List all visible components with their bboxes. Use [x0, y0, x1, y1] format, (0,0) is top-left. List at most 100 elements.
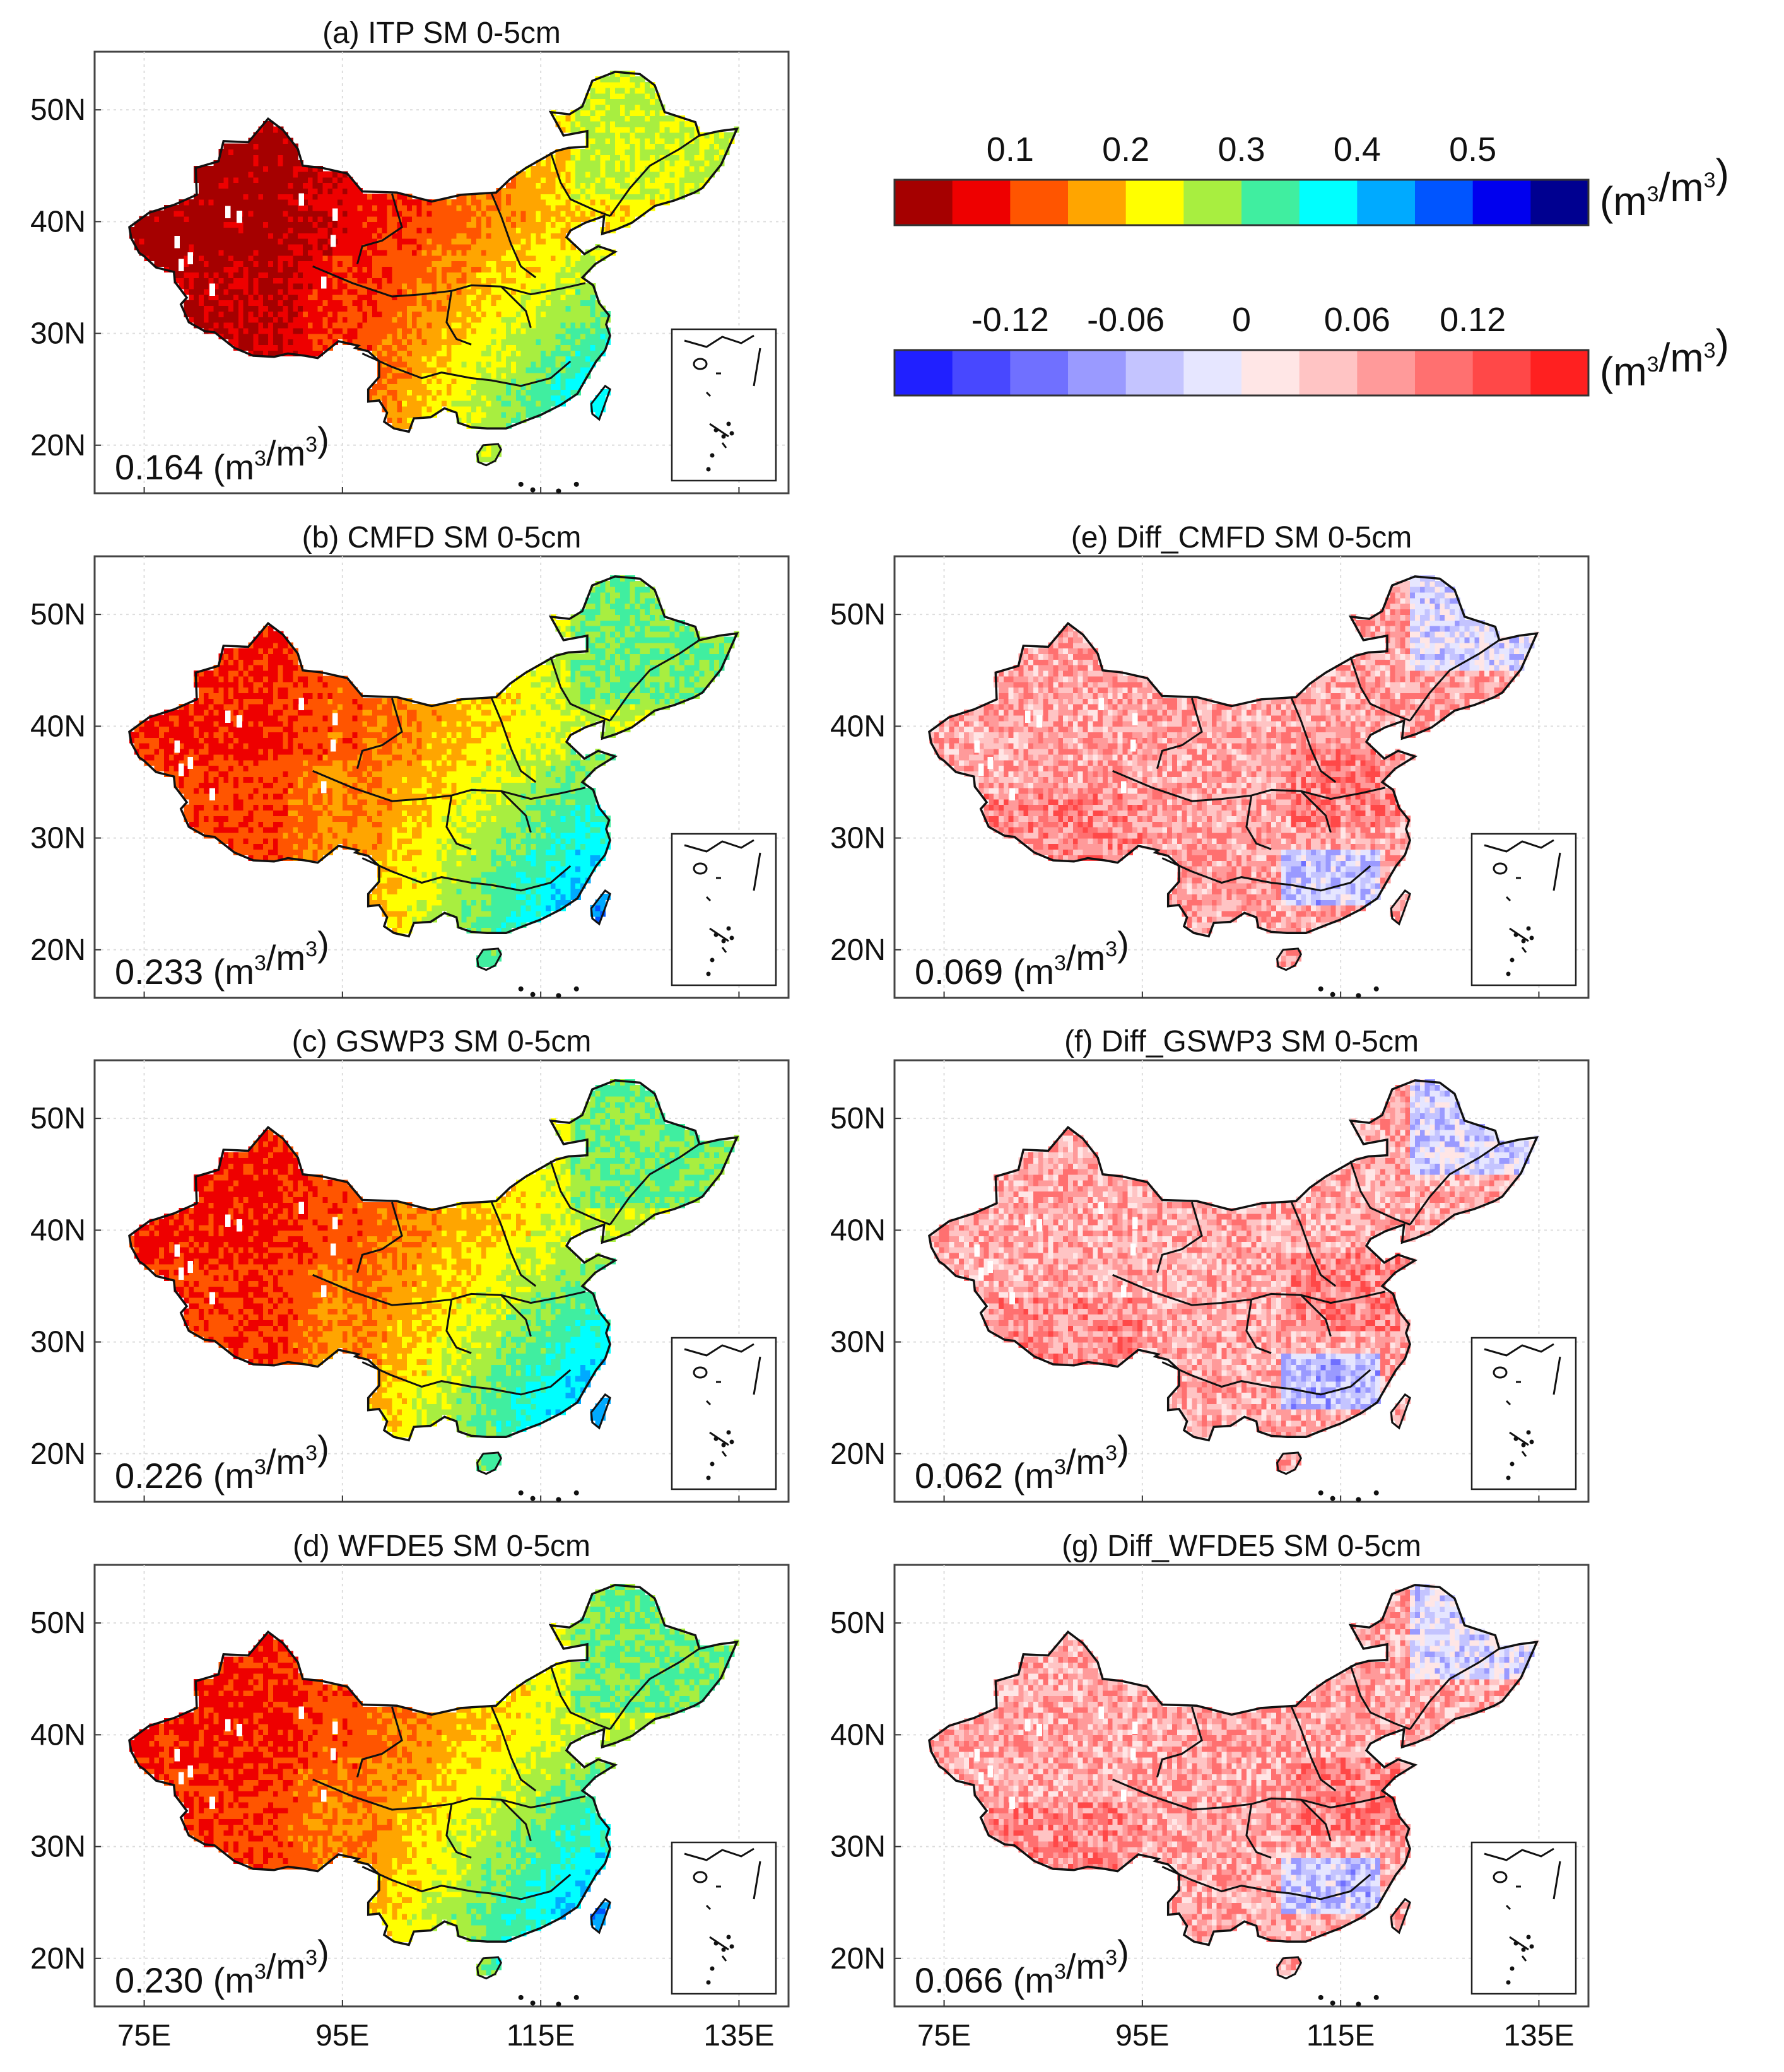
grid-cell — [348, 289, 353, 295]
grid-cell — [417, 278, 423, 284]
grid-cell — [575, 328, 581, 334]
grid-cell — [249, 272, 254, 278]
grid-cell — [204, 300, 209, 306]
grid-cell — [244, 272, 249, 278]
grid-cell — [293, 305, 298, 312]
grid-cell — [491, 373, 497, 379]
grid-cell — [565, 328, 571, 334]
grid-cell — [397, 317, 402, 323]
grid-cell — [521, 395, 527, 401]
grid-cell — [426, 278, 432, 284]
grid-cell — [585, 334, 591, 340]
grid-cell — [516, 278, 522, 284]
grid-cell — [551, 322, 556, 329]
grid-cell — [457, 305, 462, 312]
grid-cell — [476, 361, 482, 368]
grid-cell — [551, 361, 556, 368]
grid-cell — [506, 350, 512, 356]
grid-cell — [258, 283, 264, 290]
grid-cell — [397, 378, 402, 384]
grid-cell — [382, 383, 388, 390]
grid-cell — [218, 300, 224, 306]
grid-cell — [288, 295, 293, 301]
grid-cell — [585, 295, 591, 301]
grid-cell — [268, 289, 274, 295]
grid-cell — [546, 367, 551, 373]
grid-cell — [437, 328, 442, 334]
grid-cell — [461, 412, 467, 418]
grid-cell — [556, 328, 561, 334]
grid-cell — [491, 328, 497, 334]
grid-cell — [249, 328, 254, 334]
grid-cell — [506, 373, 512, 379]
grid-cell — [565, 289, 571, 295]
grid-cell — [556, 317, 561, 323]
grid-cell — [501, 317, 507, 323]
grid-cell — [407, 317, 413, 323]
grid-cell — [258, 328, 264, 334]
grid-cell — [253, 295, 259, 301]
grid-cell — [392, 389, 397, 395]
grid-cell — [501, 300, 507, 306]
grid-cell — [238, 289, 244, 295]
grid-cell — [471, 383, 477, 390]
grid-cell — [422, 350, 428, 356]
grid-cell — [536, 344, 541, 351]
grid-cell — [580, 305, 586, 312]
grid-cell — [565, 350, 571, 356]
grid-cell — [332, 295, 338, 301]
grid-cell — [471, 389, 477, 395]
grid-cell — [516, 322, 522, 329]
grid-cell — [412, 389, 418, 395]
grid-cell — [308, 289, 314, 295]
grid-cell — [506, 389, 512, 395]
grid-cell — [561, 328, 566, 334]
grid-cell — [466, 356, 472, 362]
grid-cell — [392, 300, 397, 306]
grid-cell — [536, 283, 541, 290]
grid-cell — [565, 389, 571, 395]
grid-cell — [402, 339, 408, 345]
grid-cell — [536, 367, 541, 373]
grid-cell — [481, 305, 487, 312]
grid-cell — [283, 289, 289, 295]
grid-cell — [218, 317, 224, 323]
grid-cell — [199, 305, 204, 312]
grid-cell — [570, 344, 576, 351]
grid-cell — [506, 322, 512, 329]
grid-cell — [426, 367, 432, 373]
grid-cell — [521, 367, 527, 373]
grid-cell — [387, 417, 393, 423]
grid-cell — [575, 378, 581, 384]
grid-cell — [442, 283, 447, 290]
grid-cell — [501, 406, 507, 413]
grid-cell — [596, 406, 601, 413]
grid-cell — [362, 328, 368, 334]
grid-cell — [204, 317, 209, 323]
grid-cell — [412, 344, 418, 351]
grid-cell — [466, 383, 472, 390]
grid-cell — [580, 311, 586, 317]
grid-cell — [551, 311, 556, 317]
grid-cell — [253, 334, 259, 340]
grid-cell — [580, 373, 586, 379]
panel-a: 50N40N30N20N(a) ITP SM 0-5cm0.164 (m3/m3… — [30, 16, 789, 493]
grid-cell — [546, 283, 551, 290]
grid-cell — [457, 311, 462, 317]
grid-cell — [437, 311, 442, 317]
grid-cell — [223, 322, 229, 329]
grid-cell — [223, 328, 229, 334]
grid-cell — [348, 295, 353, 301]
grid-cell — [204, 283, 209, 290]
grid-cell — [308, 295, 314, 301]
grid-cell — [570, 373, 576, 379]
grid-cell — [531, 373, 536, 379]
grid-cell — [531, 334, 536, 340]
grid-cell — [426, 295, 432, 301]
grid-cell — [506, 395, 512, 401]
grid-cell — [426, 344, 432, 351]
grid-cell — [546, 383, 551, 390]
grid-cell — [575, 356, 581, 362]
grid-cell — [437, 300, 442, 306]
grid-cell — [402, 423, 408, 429]
